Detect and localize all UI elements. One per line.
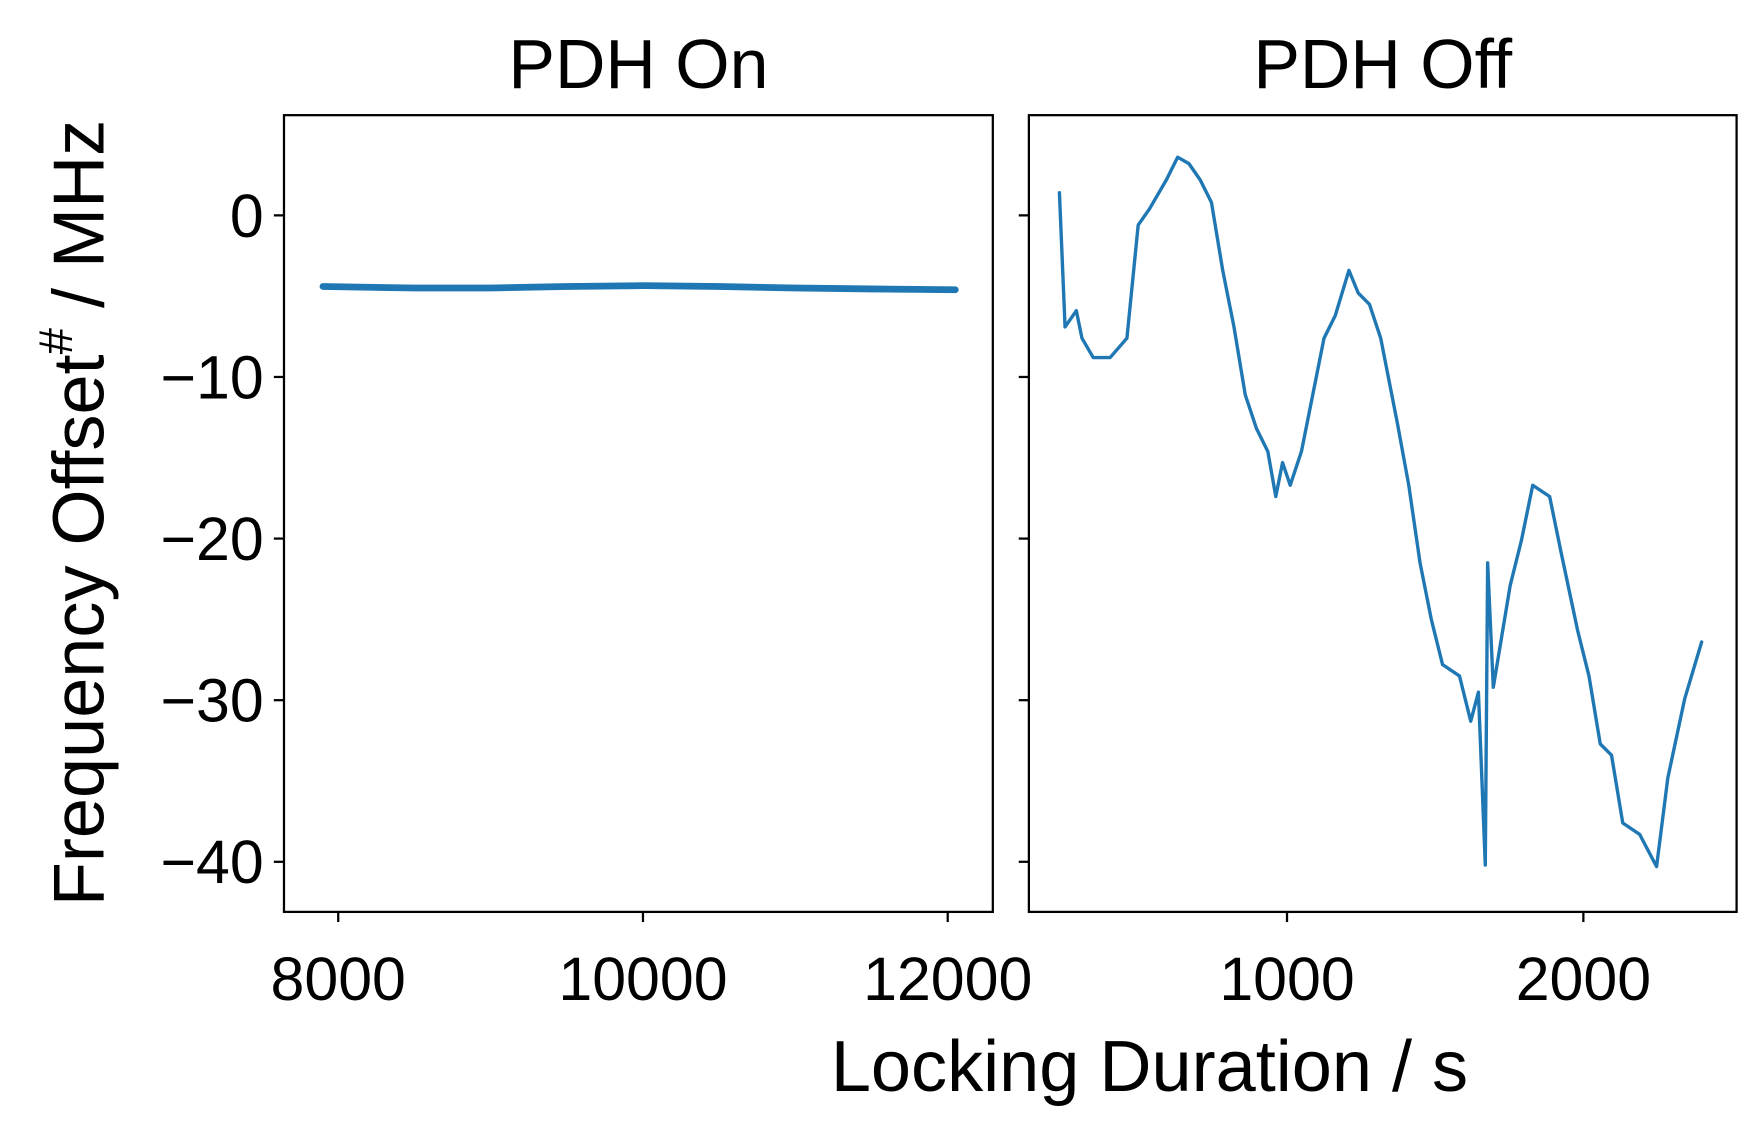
- panel-title: PDH On: [508, 25, 768, 103]
- data-line: [1057, 155, 1704, 869]
- x-tick-label: 1000: [1219, 945, 1354, 1013]
- axes-frame: [1027, 114, 1738, 914]
- axes-frame: [282, 114, 994, 914]
- x-tick-label: 8000: [271, 945, 406, 1013]
- x-axis-label: Locking Duration / s: [831, 1027, 1468, 1107]
- y-label-text: Frequency Offset: [40, 354, 120, 906]
- x-tick-label: 12000: [863, 945, 1032, 1013]
- y-axis-label: Frequency Offset# / MHz: [30, 120, 120, 906]
- panel-title: PDH Off: [1253, 25, 1512, 103]
- y-tick-label: −20: [160, 505, 263, 573]
- y-tick-label: −30: [160, 667, 263, 735]
- x-tick-label: 10000: [558, 945, 727, 1013]
- y-label-unit: / MHz: [40, 120, 120, 328]
- x-tick-label: 2000: [1516, 945, 1651, 1013]
- y-label-superscript: #: [30, 327, 83, 354]
- data-line: [319, 282, 959, 294]
- y-tick-label: 0: [230, 182, 264, 250]
- y-tick-label: −40: [160, 828, 263, 896]
- y-tick-label: −10: [160, 343, 263, 411]
